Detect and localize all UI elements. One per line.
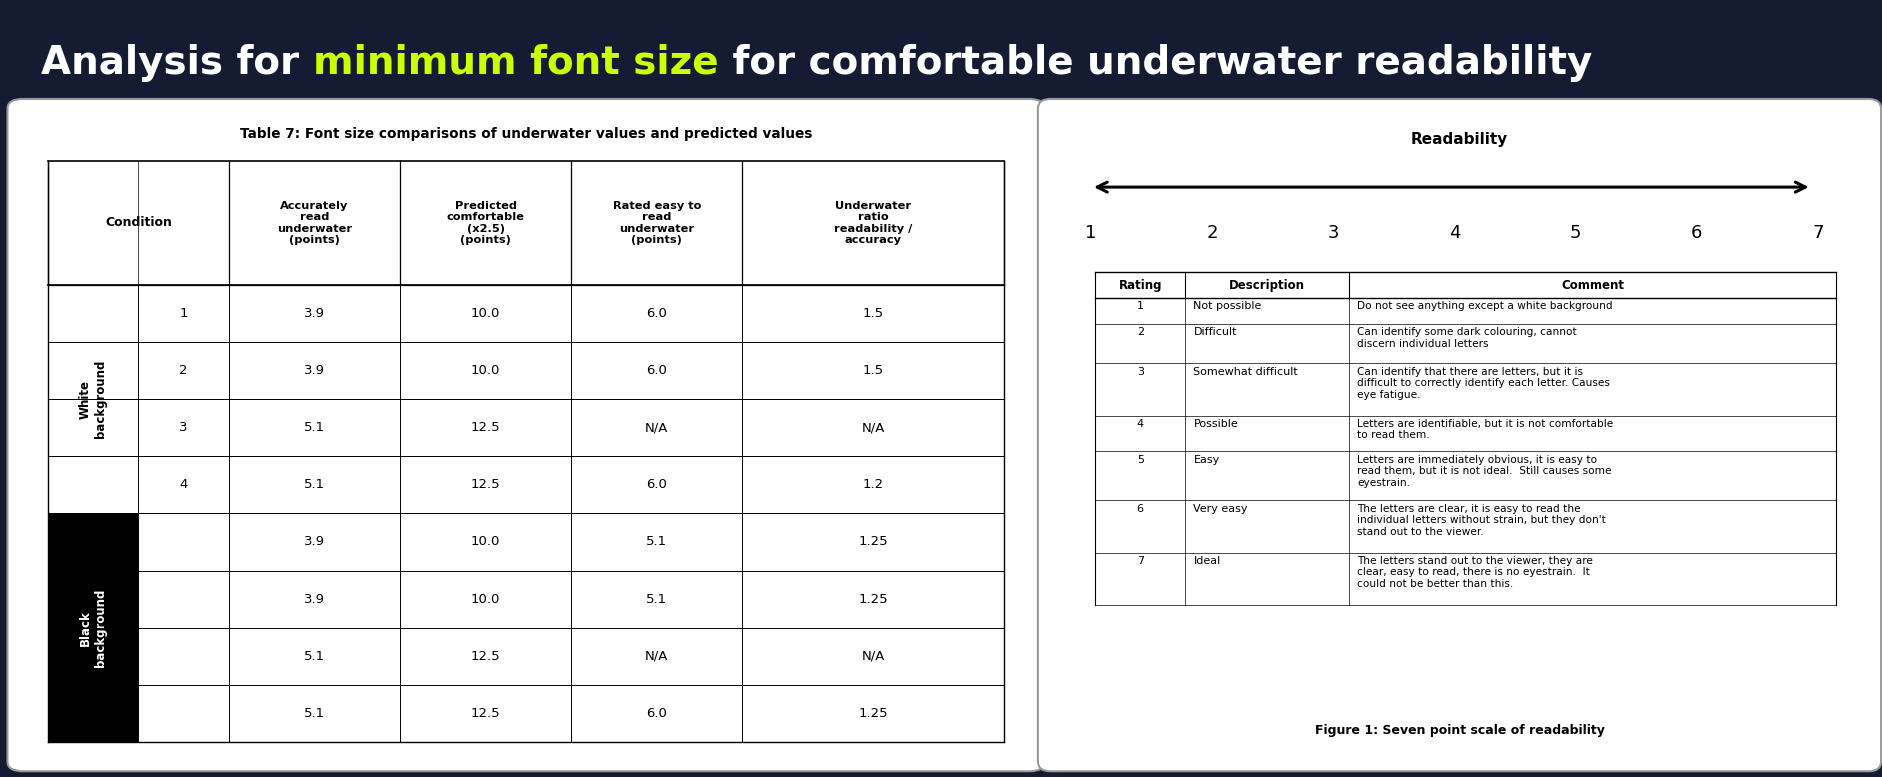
Text: 2: 2 [179, 593, 188, 605]
Text: 12.5: 12.5 [470, 421, 501, 434]
Text: Table 7: Font size comparisons of underwater values and predicted values: Table 7: Font size comparisons of underw… [239, 127, 813, 141]
Text: 5.1: 5.1 [305, 707, 326, 720]
Text: Analysis for: Analysis for [41, 44, 312, 82]
Text: 1: 1 [179, 535, 188, 549]
Text: N/A: N/A [862, 650, 885, 663]
Text: Description: Description [1229, 278, 1304, 291]
Text: 3: 3 [179, 650, 188, 663]
Text: Readability: Readability [1412, 131, 1507, 147]
Text: minimum font size: minimum font size [312, 44, 719, 82]
Text: 1: 1 [1137, 301, 1144, 312]
Text: Black
background: Black background [79, 588, 107, 667]
Text: Letters are immediately obvious, it is easy to
read them, but it is not ideal.  : Letters are immediately obvious, it is e… [1357, 455, 1611, 488]
Text: Can identify some dark colouring, cannot
discern individual letters: Can identify some dark colouring, cannot… [1357, 327, 1577, 349]
Text: N/A: N/A [646, 421, 668, 434]
Text: Somewhat difficult: Somewhat difficult [1193, 367, 1299, 377]
Text: 3.9: 3.9 [305, 364, 326, 377]
Text: Predicted
comfortable
(x2.5)
(points): Predicted comfortable (x2.5) (points) [446, 200, 525, 246]
Text: 1.2: 1.2 [862, 479, 885, 491]
Text: 5: 5 [1570, 224, 1581, 242]
Text: 6: 6 [1137, 503, 1144, 514]
Text: 7: 7 [1812, 224, 1824, 242]
Text: 4: 4 [1137, 419, 1144, 429]
Text: Figure 1: Seven point scale of readability: Figure 1: Seven point scale of readabili… [1314, 723, 1605, 737]
Text: Rating: Rating [1118, 278, 1161, 291]
Text: 3: 3 [1327, 224, 1340, 242]
Text: N/A: N/A [862, 421, 885, 434]
Text: 1: 1 [1086, 224, 1097, 242]
Text: for comfortable underwater readability: for comfortable underwater readability [719, 44, 1592, 82]
Text: 6: 6 [1692, 224, 1703, 242]
Text: 1.5: 1.5 [862, 307, 885, 320]
Text: 4: 4 [1449, 224, 1460, 242]
Text: 10.0: 10.0 [470, 364, 501, 377]
Text: 3.9: 3.9 [305, 535, 326, 549]
Text: 10.0: 10.0 [470, 535, 501, 549]
Text: Accurately
read
underwater
(points): Accurately read underwater (points) [277, 200, 352, 246]
Text: 1.25: 1.25 [858, 535, 888, 549]
Text: Difficult: Difficult [1193, 327, 1236, 337]
Text: 2: 2 [1206, 224, 1218, 242]
Text: 3.9: 3.9 [305, 307, 326, 320]
Text: 12.5: 12.5 [470, 479, 501, 491]
Text: 12.5: 12.5 [470, 707, 501, 720]
Text: 12.5: 12.5 [470, 650, 501, 663]
Text: Can identify that there are letters, but it is
difficult to correctly identify e: Can identify that there are letters, but… [1357, 367, 1609, 400]
Text: 6.0: 6.0 [647, 364, 668, 377]
Text: 1.25: 1.25 [858, 707, 888, 720]
Text: 6.0: 6.0 [647, 707, 668, 720]
Text: 3: 3 [179, 421, 188, 434]
Text: Not possible: Not possible [1193, 301, 1261, 312]
Text: White
background: White background [79, 360, 107, 438]
Text: 5.1: 5.1 [305, 650, 326, 663]
Text: 1.25: 1.25 [858, 593, 888, 605]
Text: Ideal: Ideal [1193, 556, 1221, 566]
Text: 3.9: 3.9 [305, 593, 326, 605]
Text: 4: 4 [179, 707, 188, 720]
Text: 5.1: 5.1 [646, 593, 668, 605]
Text: N/A: N/A [646, 650, 668, 663]
Text: Very easy: Very easy [1193, 503, 1248, 514]
Text: Condition: Condition [105, 217, 171, 229]
Text: Rated easy to
read
underwater
(points): Rated easy to read underwater (points) [614, 200, 702, 246]
Bar [47, 514, 139, 742]
Text: Possible: Possible [1193, 419, 1238, 429]
Text: 10.0: 10.0 [470, 307, 501, 320]
Text: Comment: Comment [1560, 278, 1624, 291]
Text: 2: 2 [179, 364, 188, 377]
Bar [47, 285, 139, 514]
Text: Letters are identifiable, but it is not comfortable
to read them.: Letters are identifiable, but it is not … [1357, 419, 1613, 441]
Text: 6.0: 6.0 [647, 479, 668, 491]
FancyBboxPatch shape [8, 99, 1045, 772]
FancyBboxPatch shape [1037, 99, 1882, 772]
Text: 3: 3 [1137, 367, 1144, 377]
Text: 10.0: 10.0 [470, 593, 501, 605]
Text: Underwater
ratio
readability /
accuracy: Underwater ratio readability / accuracy [834, 200, 913, 246]
Text: The letters stand out to the viewer, they are
clear, easy to read, there is no e: The letters stand out to the viewer, the… [1357, 556, 1592, 589]
Text: 4: 4 [179, 479, 188, 491]
Text: 5.1: 5.1 [305, 421, 326, 434]
Text: Easy: Easy [1193, 455, 1220, 465]
Text: 2: 2 [1137, 327, 1144, 337]
Text: The letters are clear, it is easy to read the
individual letters without strain,: The letters are clear, it is easy to rea… [1357, 503, 1605, 537]
Text: 5.1: 5.1 [305, 479, 326, 491]
Text: 6.0: 6.0 [647, 307, 668, 320]
Text: 5: 5 [1137, 455, 1144, 465]
Text: 5.1: 5.1 [646, 535, 668, 549]
Text: Do not see anything except a white background: Do not see anything except a white backg… [1357, 301, 1613, 312]
Text: 1: 1 [179, 307, 188, 320]
Text: 1.5: 1.5 [862, 364, 885, 377]
Text: 7: 7 [1137, 556, 1144, 566]
